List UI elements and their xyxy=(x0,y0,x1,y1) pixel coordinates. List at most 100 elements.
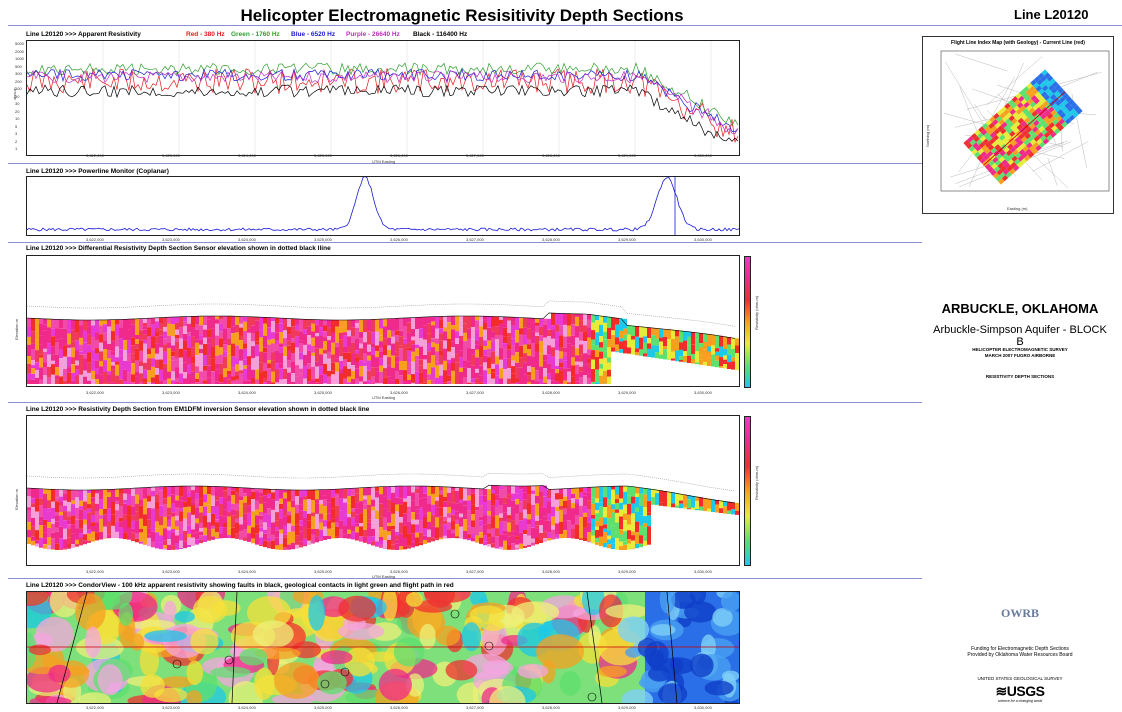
survey-cell xyxy=(987,166,994,173)
section-cell xyxy=(339,332,343,339)
section-cell xyxy=(139,330,143,341)
section-cell xyxy=(287,334,291,341)
section-cell xyxy=(447,501,451,507)
section-cell xyxy=(51,346,55,355)
section-cell xyxy=(271,534,275,541)
section-cell xyxy=(543,346,547,355)
section-cell xyxy=(647,343,651,349)
section-cell xyxy=(387,376,391,384)
section-cell xyxy=(195,366,199,374)
section-cell xyxy=(191,363,195,372)
section-cell xyxy=(563,368,567,381)
survey-cell xyxy=(1012,149,1019,156)
section-cell xyxy=(171,380,175,384)
section-cell xyxy=(555,324,559,332)
survey-cell xyxy=(1051,103,1059,110)
section-cell xyxy=(315,499,319,504)
section-cell xyxy=(259,488,263,493)
section-cell xyxy=(111,531,115,538)
section-cell xyxy=(391,355,395,368)
section-cell xyxy=(595,320,599,333)
section-cell xyxy=(643,488,647,495)
section-cell xyxy=(351,488,355,496)
topography-line xyxy=(27,484,736,504)
section-cell xyxy=(387,349,391,358)
section-cell xyxy=(167,342,171,349)
section-cell xyxy=(159,329,163,336)
section-cell xyxy=(683,331,687,341)
section-cell xyxy=(151,324,155,337)
section-cell xyxy=(283,346,287,357)
section-cell xyxy=(451,514,455,521)
section-cell xyxy=(107,344,111,351)
section-cell xyxy=(715,351,719,356)
section-cell xyxy=(475,495,479,507)
section-cell xyxy=(499,547,503,550)
section-cell xyxy=(471,327,475,340)
survey-cell xyxy=(1009,108,1017,116)
section-cell xyxy=(55,489,59,498)
section-cell xyxy=(27,318,31,322)
section-cell xyxy=(39,335,43,345)
section-cell xyxy=(575,524,579,535)
section-cell xyxy=(447,322,451,331)
section-cell xyxy=(523,344,527,354)
section-cell xyxy=(299,504,303,511)
section-cell xyxy=(427,362,431,375)
section-cell xyxy=(219,347,223,355)
section-cell xyxy=(703,508,707,512)
section-cell xyxy=(247,488,251,497)
section-cell xyxy=(215,381,219,384)
section-cell xyxy=(295,504,299,514)
section-cell xyxy=(511,355,515,361)
section-cell xyxy=(455,515,459,520)
section-cell xyxy=(643,327,647,337)
section-cell xyxy=(447,339,451,352)
survey-cell xyxy=(1043,94,1051,101)
section-cell xyxy=(499,489,503,498)
section-cell xyxy=(371,354,375,368)
section-cell xyxy=(287,318,291,327)
section-cell xyxy=(115,324,119,336)
x-tick-label: 3,623,000 xyxy=(162,569,180,574)
section-cell xyxy=(607,505,611,519)
section-cell xyxy=(723,355,727,360)
section-cell xyxy=(555,523,559,534)
section-cell xyxy=(431,493,435,505)
section-cell xyxy=(71,364,75,373)
section-cell xyxy=(347,496,351,504)
section-cell xyxy=(279,529,283,534)
section-cell xyxy=(303,355,307,366)
section-cell xyxy=(111,365,115,370)
section-cell xyxy=(703,333,707,342)
survey-cell xyxy=(992,134,1000,142)
section-cell xyxy=(171,494,175,504)
section-cell xyxy=(351,353,355,365)
survey-cell xyxy=(1017,102,1024,109)
section-cell xyxy=(523,374,527,384)
survey-cell xyxy=(1010,140,1018,147)
section-cell xyxy=(599,347,603,352)
survey-cell xyxy=(988,138,996,145)
section-cell xyxy=(499,335,503,349)
survey-cell xyxy=(1034,129,1042,136)
section-cell xyxy=(583,331,587,341)
section-cell xyxy=(51,507,55,519)
section-cell xyxy=(443,316,447,328)
section-cell xyxy=(235,316,239,325)
section-cell xyxy=(223,490,227,498)
section-cell xyxy=(395,486,399,498)
section-cell xyxy=(259,496,263,504)
section-cell xyxy=(47,489,51,501)
section-cell xyxy=(339,356,343,361)
section-cell xyxy=(135,520,139,534)
section-cell xyxy=(255,331,259,342)
section-cell xyxy=(31,318,35,332)
section-cell xyxy=(259,492,263,497)
section-cell xyxy=(271,317,275,322)
section-cell xyxy=(263,335,267,348)
section-cell xyxy=(467,374,471,383)
section-cell xyxy=(135,494,139,504)
section-cell xyxy=(343,534,347,539)
section-cell xyxy=(427,374,431,381)
